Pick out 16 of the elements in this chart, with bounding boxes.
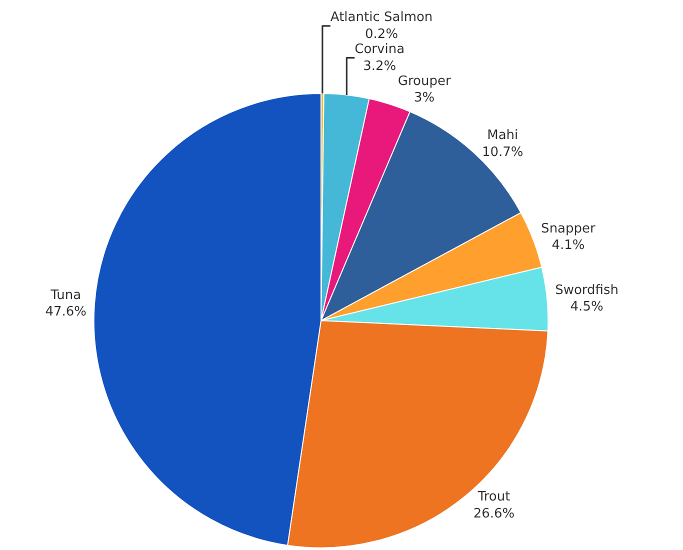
slice-label: Snapper — [541, 221, 596, 236]
slice-label: Corvina — [354, 42, 405, 57]
slice-label: Grouper — [398, 74, 452, 89]
slice-label: Atlantic Salmon — [330, 10, 433, 25]
data-label: 47.6% — [45, 304, 87, 320]
data-label: 3% — [414, 90, 435, 106]
slice-label: Swordfish — [555, 282, 619, 298]
data-label: 4.1% — [552, 238, 585, 254]
data-label: 10.7% — [482, 144, 524, 160]
data-label: 4.5% — [570, 300, 604, 315]
slice-label: Trout — [476, 490, 510, 505]
slice-label: Tuna — [50, 288, 82, 303]
data-label: 26.6% — [473, 506, 515, 522]
data-label: 0.2% — [365, 26, 398, 42]
data-label: 3.2% — [363, 58, 396, 74]
slice-label: Mahi — [487, 128, 518, 144]
